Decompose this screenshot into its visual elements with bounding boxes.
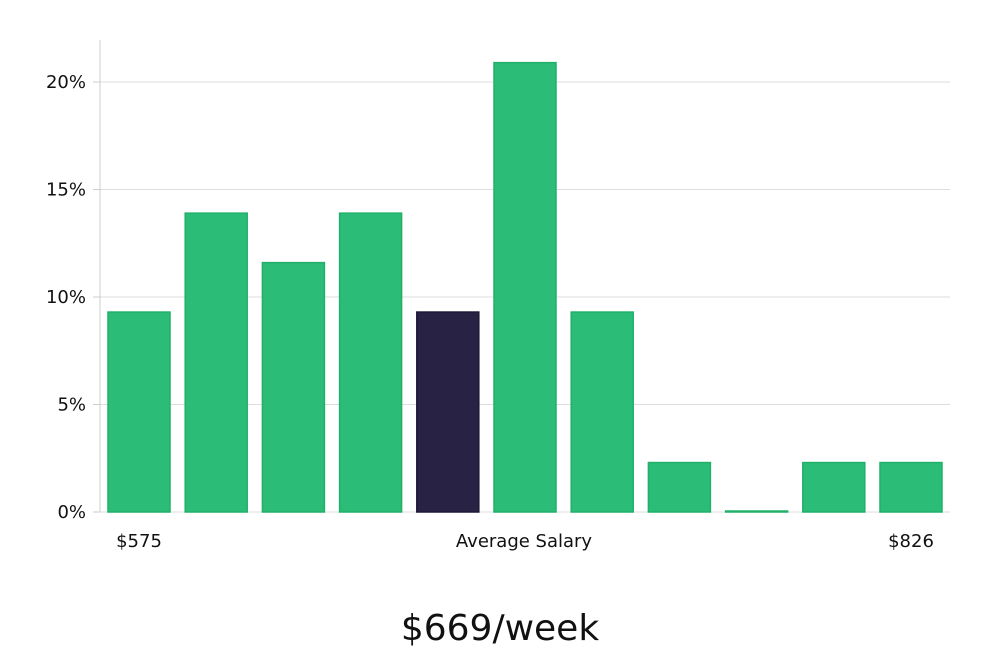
- x-label-min: $575: [116, 531, 162, 552]
- bar: [493, 61, 557, 513]
- x-label-max: $826: [888, 531, 934, 552]
- salary-histogram-chart: 0% 5% 10% 15% 20% $575 Average Salary $826: [46, 40, 950, 552]
- bar: [724, 510, 789, 513]
- bar: [802, 461, 866, 513]
- y-tick-label: 5%: [57, 395, 86, 416]
- y-tick-label: 0%: [57, 502, 86, 523]
- bar: [647, 461, 712, 513]
- bar: [570, 311, 634, 513]
- bar-highlighted: [416, 311, 480, 513]
- bar: [107, 311, 171, 513]
- bar: [261, 261, 326, 513]
- x-axis-title: Average Salary: [456, 531, 593, 552]
- bar: [879, 461, 943, 513]
- y-tick-labels: 0% 5% 10% 15% 20%: [46, 72, 86, 523]
- y-tick-label: 20%: [46, 72, 86, 93]
- y-tick-label: 15%: [46, 180, 86, 201]
- bars: [107, 61, 943, 513]
- average-salary-summary: $669/week: [400, 608, 600, 649]
- y-tick-label: 10%: [46, 287, 86, 308]
- bar: [184, 212, 248, 513]
- bar: [338, 212, 403, 513]
